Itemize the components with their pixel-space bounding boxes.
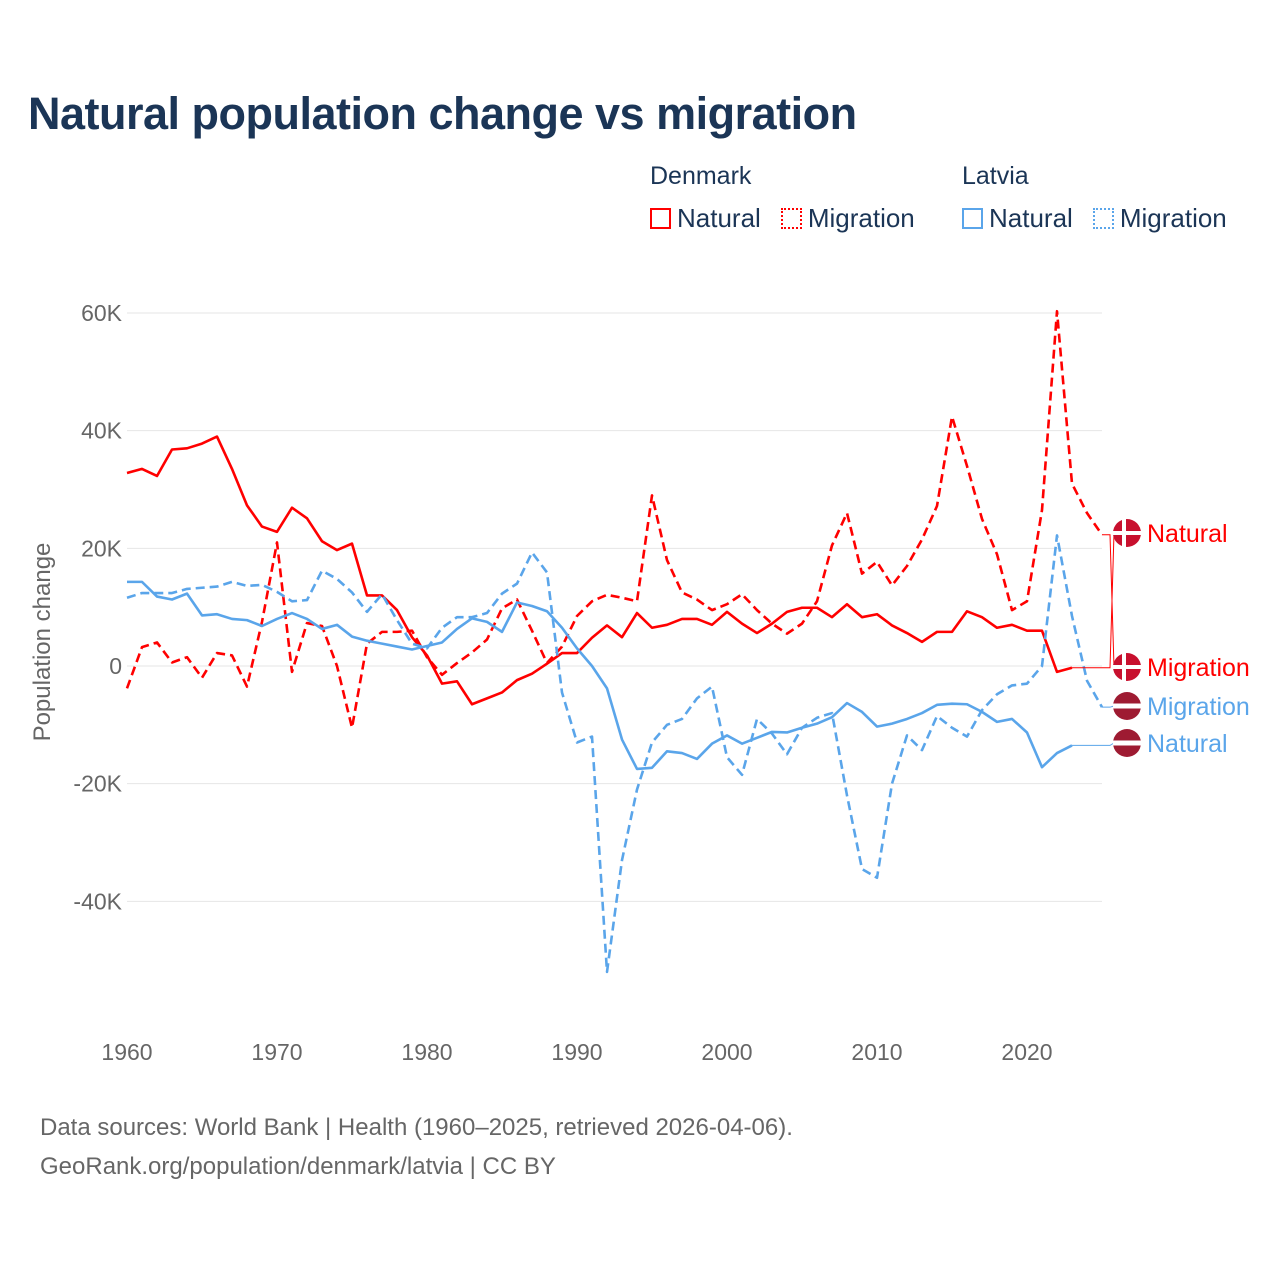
series-end-label: Natural bbox=[1147, 730, 1228, 758]
denmark-flag-icon bbox=[1113, 653, 1141, 681]
solid-swatch-icon bbox=[962, 208, 983, 229]
source-line-2[interactable]: GeoRank.org/population/denmark/latvia | … bbox=[40, 1153, 556, 1180]
series-line-denmark-migration[interactable] bbox=[125, 309, 1104, 730]
x-tick-label: 2020 bbox=[1001, 1039, 1052, 1065]
legend-label: Natural bbox=[677, 203, 761, 233]
y-tick-label: 20K bbox=[81, 535, 123, 561]
legend-latvia: Latvia Natural Migration bbox=[962, 162, 1227, 234]
latvia-flag-icon bbox=[1113, 692, 1141, 720]
x-tick-label: 1960 bbox=[101, 1039, 152, 1065]
series-end-label: Natural bbox=[1147, 520, 1228, 548]
series-line-latvia-migration[interactable] bbox=[126, 534, 1104, 974]
legend-group-name: Latvia bbox=[962, 162, 1029, 190]
legend-item-latvia-migration[interactable]: Migration bbox=[1092, 203, 1227, 234]
dotted-swatch-icon bbox=[1092, 208, 1114, 229]
dotted-swatch-icon bbox=[780, 208, 802, 229]
label-connector bbox=[1102, 705, 1115, 708]
label-connector bbox=[1072, 532, 1115, 669]
y-axis-label: Population change bbox=[29, 543, 56, 742]
series-line-denmark-natural[interactable] bbox=[126, 435, 1073, 706]
denmark-flag-icon bbox=[1113, 519, 1141, 547]
legend-label: Migration bbox=[807, 203, 915, 233]
series-end-label: Migration bbox=[1147, 654, 1250, 682]
x-tick-label: 1970 bbox=[251, 1039, 302, 1065]
legend-item-denmark-natural[interactable]: Natural bbox=[650, 203, 761, 234]
x-tick-label: 1990 bbox=[551, 1039, 602, 1065]
source-note: Data sources: World Bank | Health (1960–… bbox=[40, 1108, 793, 1186]
series-end-label: Migration bbox=[1147, 693, 1250, 721]
y-tick-label: 60K bbox=[81, 300, 123, 326]
source-line-1: Data sources: World Bank | Health (1960–… bbox=[40, 1114, 793, 1141]
solid-swatch-icon bbox=[650, 208, 671, 229]
chart-title: Natural population change vs migration bbox=[28, 88, 857, 139]
x-tick-label: 2000 bbox=[701, 1039, 752, 1065]
x-tick-label: 1980 bbox=[401, 1039, 452, 1065]
legend-group-name: Denmark bbox=[650, 162, 752, 190]
legend-item-latvia-natural[interactable]: Natural bbox=[962, 203, 1073, 234]
x-tick-label: 2010 bbox=[851, 1039, 902, 1065]
label-connector bbox=[1072, 742, 1115, 746]
series-line-latvia-natural[interactable] bbox=[127, 580, 1073, 771]
y-tick-label: -40K bbox=[73, 888, 122, 914]
legend-label: Migration bbox=[1119, 203, 1227, 233]
y-tick-label: -20K bbox=[73, 771, 122, 797]
legend-label: Natural bbox=[989, 203, 1073, 233]
legend-denmark: Denmark Natural Migration bbox=[650, 162, 915, 234]
y-tick-label: 0 bbox=[109, 653, 122, 679]
legend-item-denmark-migration[interactable]: Migration bbox=[780, 203, 915, 234]
y-tick-label: 40K bbox=[81, 418, 123, 444]
latvia-flag-icon bbox=[1113, 729, 1141, 757]
line-chart: -40K -20K 0 20K 40K 60K 1960 1970 1980 1990 2000 20… bbox=[29, 300, 1250, 1065]
label-connector bbox=[1102, 534, 1115, 668]
